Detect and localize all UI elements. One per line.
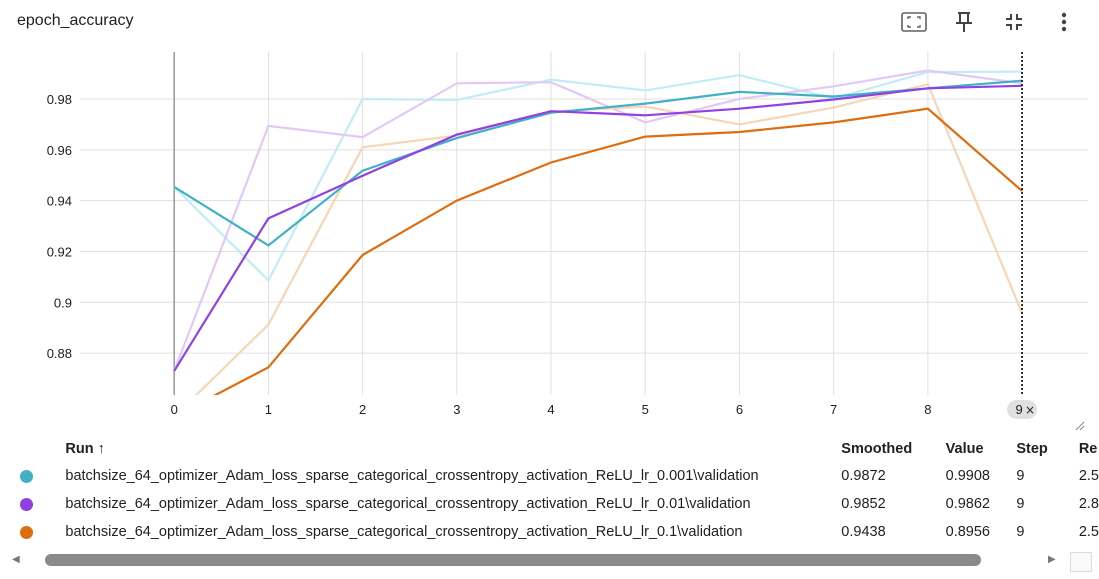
color-column-header (0, 436, 65, 462)
relative-column-header[interactable]: Re (1078, 441, 1098, 457)
smoothed-value: 0.9438 (841, 524, 886, 540)
y-tick-label: 0.88 (47, 346, 72, 361)
raw-series-line (173, 70, 1023, 283)
raw-value: 0.9862 (945, 496, 990, 512)
relative-value: 2.8 (1078, 496, 1099, 512)
pin-button[interactable] (939, 8, 989, 36)
y-tick-label: 0.94 (47, 194, 72, 209)
smoothed-series-line (173, 84, 1023, 372)
collapse-button[interactable] (989, 8, 1039, 36)
step-value: 9 (1016, 496, 1025, 512)
run-name: batchsize_64_optimizer_Adam_loss_sparse_… (65, 468, 759, 484)
chart-series (173, 69, 1024, 395)
resize-handle-icon[interactable] (1074, 420, 1086, 432)
y-tick-label: 0.98 (47, 92, 72, 107)
step-value: 9 (1016, 524, 1025, 540)
collapse-icon (1006, 14, 1022, 30)
run-column-header[interactable]: Run ↑ (65, 441, 105, 457)
run-color-dot[interactable] (20, 469, 33, 483)
raw-series-line (194, 83, 1024, 395)
x-tick-label: 2 (359, 402, 366, 417)
scroll-left-icon[interactable]: ◀ (12, 554, 20, 565)
smoothed-value: 0.9872 (841, 468, 886, 484)
raw-value: 0.9908 (945, 468, 990, 484)
x-tick-label: 7 (830, 402, 837, 417)
run-name: batchsize_64_optimizer_Adam_loss_sparse_… (65, 496, 751, 512)
fit-domain-icon (901, 12, 927, 32)
x-tick-label: 0 (171, 402, 178, 417)
x-tick-label: 1 (265, 402, 272, 417)
y-tick-label: 0.9 (54, 295, 72, 310)
step-column-header[interactable]: Step (1016, 441, 1048, 457)
chart-title: epoch_accuracy (17, 12, 134, 29)
hover-indicator: 9 × (1007, 52, 1038, 419)
runs-table: Run ↑ Smoothed Value Step Re batchsize_6… (0, 436, 1099, 546)
smoothed-column-header[interactable]: Smoothed (841, 441, 913, 457)
fit-domain-button[interactable] (889, 8, 939, 36)
x-tick-label: 6 (736, 402, 743, 417)
more-options-button[interactable] (1039, 8, 1089, 36)
relative-value: 2.5 (1078, 468, 1099, 484)
more-vert-icon (1061, 12, 1067, 32)
x-tick-label: 5 (642, 402, 649, 417)
y-tick-label: 0.92 (47, 244, 72, 259)
line-chart[interactable]: 0.88 0.9 0.92 0.94 0.96 0.98 0 1 2 3 4 5 6 7 8 9 × (0, 40, 1099, 425)
table-row: batchsize_64_optimizer_Adam_loss_sparse_… (0, 490, 1099, 518)
runs-table-header: Run ↑ Smoothed Value Step Re (0, 436, 1099, 462)
scroll-right-icon[interactable]: ▶ (1048, 554, 1056, 565)
smoothed-series-line (173, 79, 1023, 247)
table-row: batchsize_64_optimizer_Adam_loss_sparse_… (0, 462, 1099, 490)
chart-toolbar (889, 8, 1089, 36)
y-tick-label: 0.96 (47, 143, 72, 158)
raw-value: 0.8956 (945, 524, 990, 540)
raw-series-line (173, 69, 1023, 372)
hover-step-label: 9 (1015, 402, 1022, 417)
value-column-header[interactable]: Value (945, 441, 984, 457)
pin-icon (956, 12, 972, 32)
column-resize-handle[interactable] (1070, 552, 1092, 572)
run-color-dot[interactable] (20, 497, 33, 511)
smoothed-value: 0.9852 (841, 496, 886, 512)
runs-table-container: Run ↑ Smoothed Value Step Re batchsize_6… (0, 436, 1099, 548)
x-tick-label: 4 (547, 402, 554, 417)
table-row: batchsize_64_optimizer_Adam_loss_sparse_… (0, 518, 1099, 546)
x-tick-label: 8 (924, 402, 931, 417)
relative-value: 2.5 (1078, 524, 1099, 540)
run-color-dot[interactable] (20, 525, 33, 539)
smoothed-series-line (213, 107, 1023, 395)
horizontal-scrollbar[interactable]: ◀ ▶ (0, 550, 1099, 570)
hover-step-chip (1007, 400, 1038, 419)
run-name: batchsize_64_optimizer_Adam_loss_sparse_… (65, 524, 743, 540)
chart-tick-labels: 0.88 0.9 0.92 0.94 0.96 0.98 0 1 2 3 4 5 6 7 8 (47, 92, 932, 417)
scrollbar-thumb[interactable] (45, 554, 981, 566)
step-value: 9 (1016, 468, 1025, 484)
hover-close-icon[interactable]: × (1025, 403, 1035, 417)
x-tick-label: 3 (453, 402, 460, 417)
